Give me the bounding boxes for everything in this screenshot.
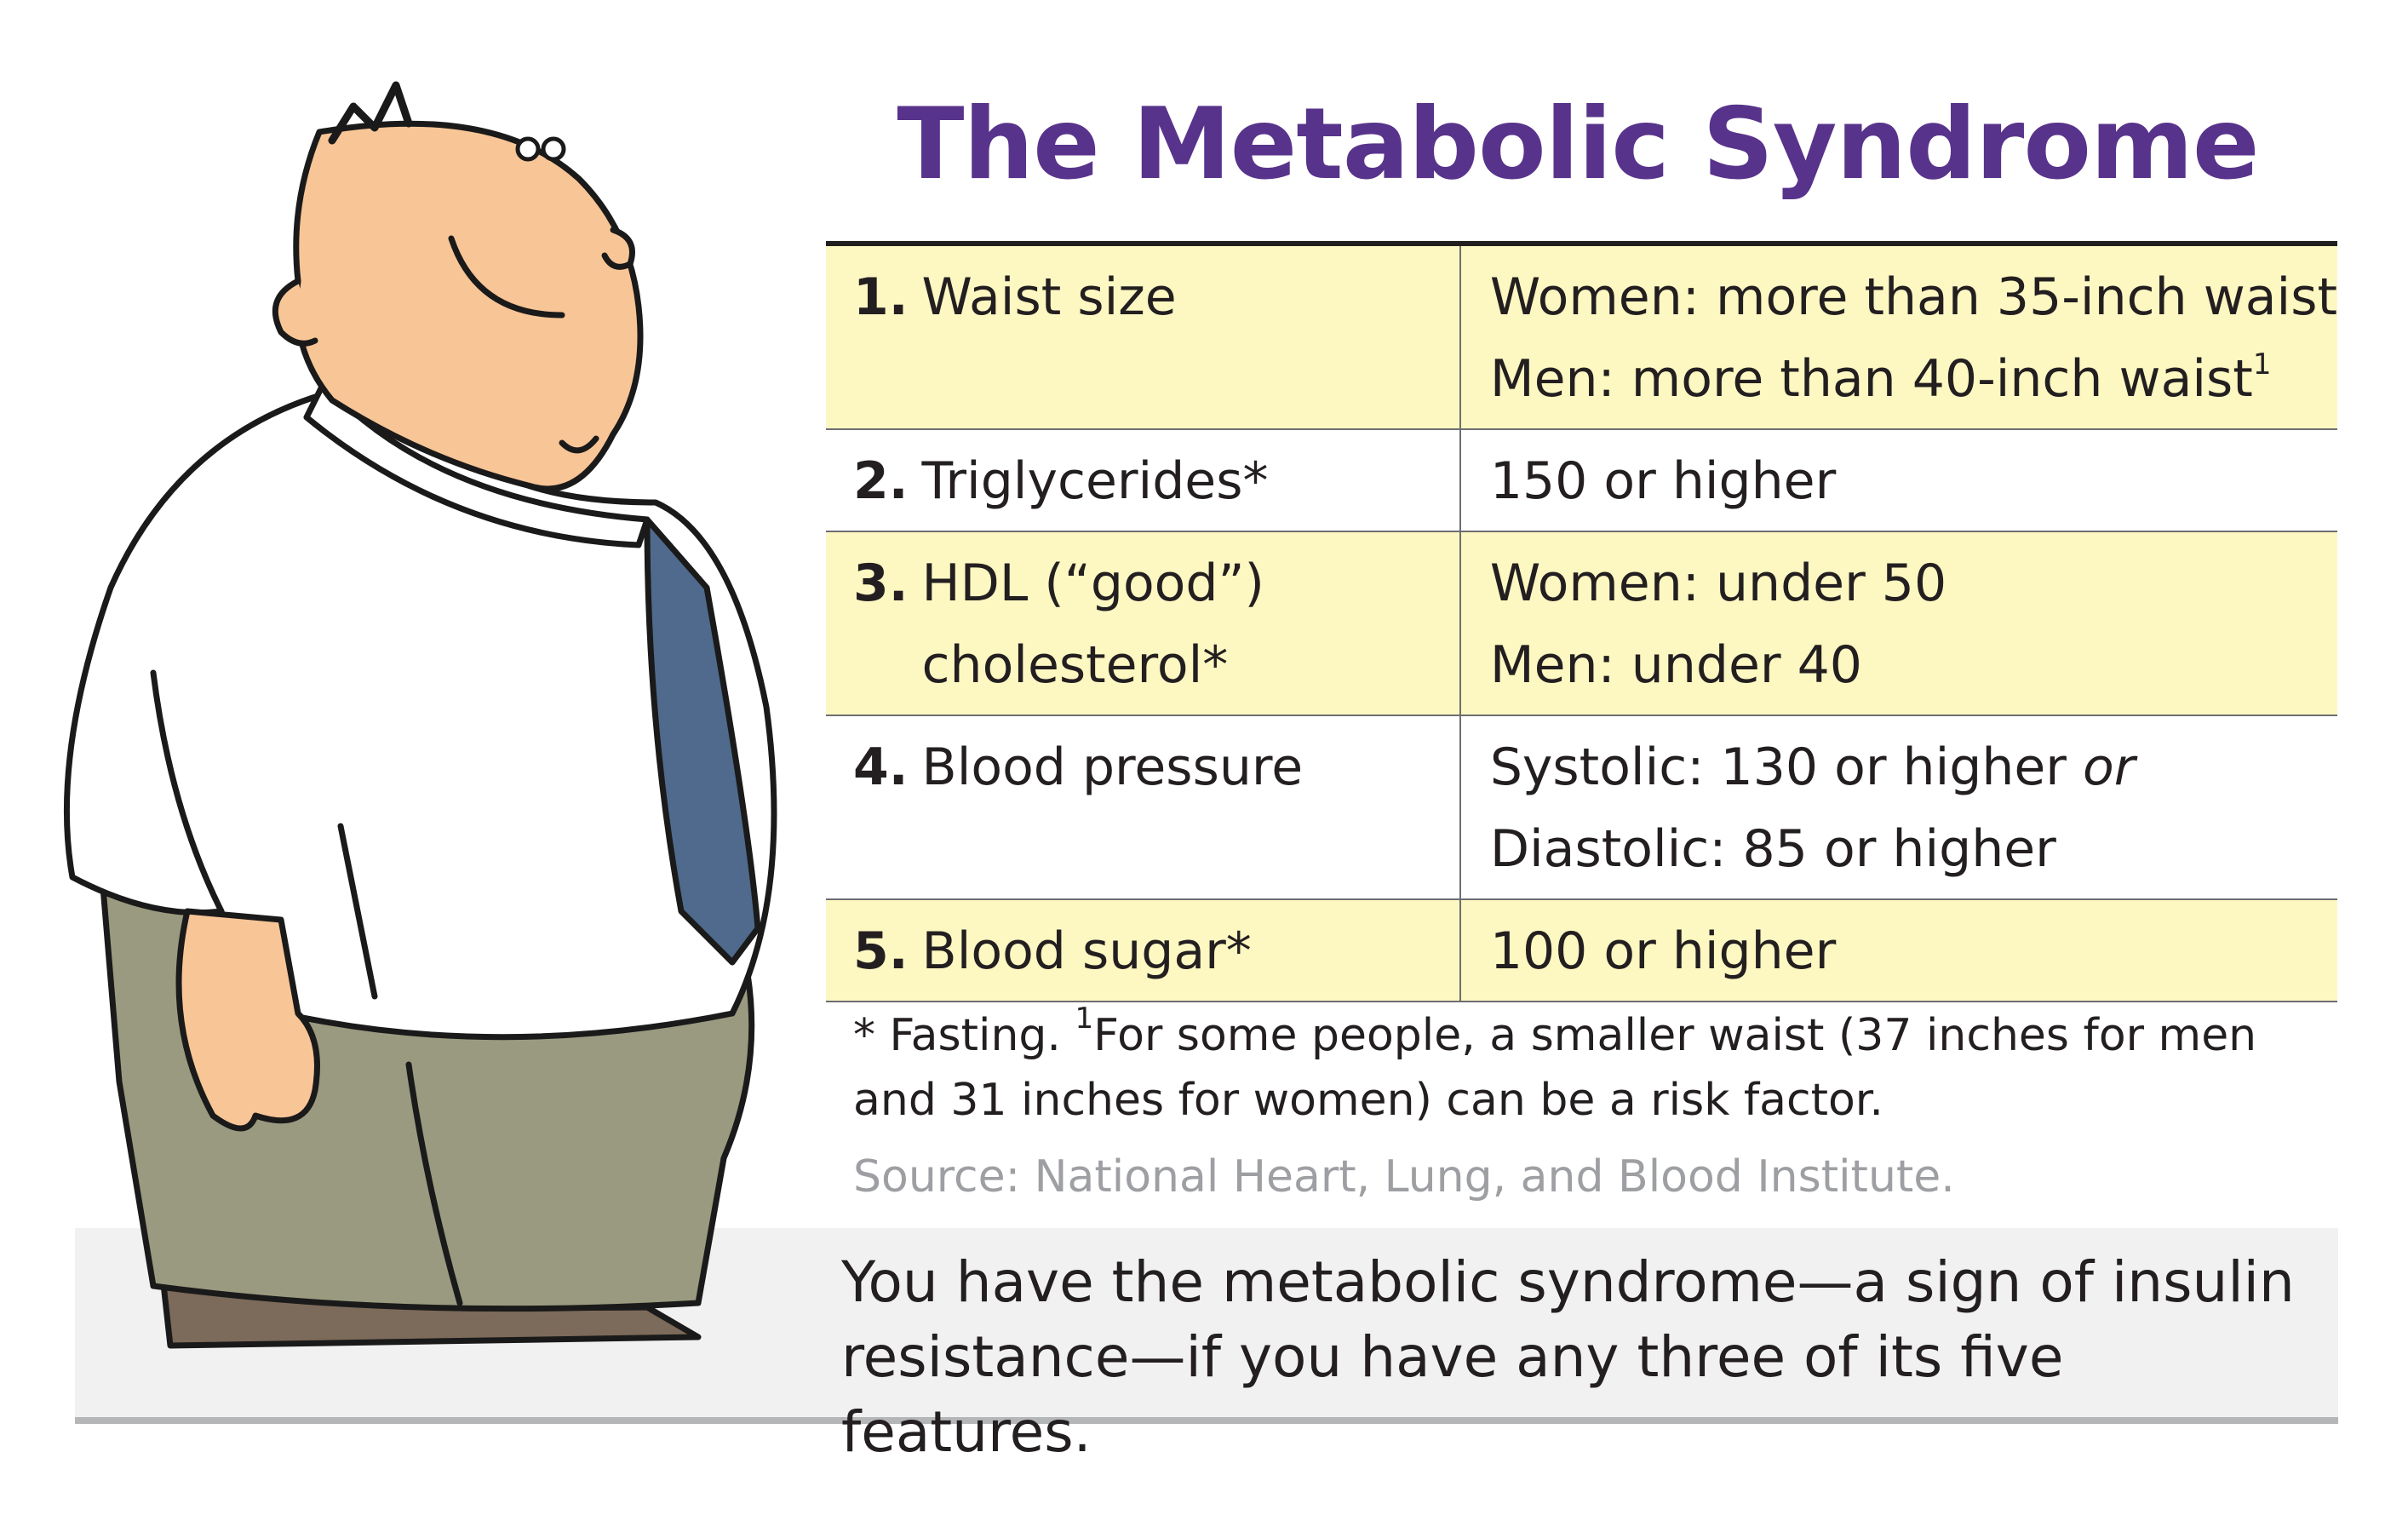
footnote-asterisk: * Fasting. bbox=[853, 1010, 1061, 1061]
feature-label: Blood sugar* bbox=[921, 921, 1252, 981]
criteria-table: 1. Waist size Women: more than 35-inch wa… bbox=[826, 241, 2337, 1002]
or-word: or bbox=[2083, 738, 2136, 797]
value-line: 100 or higher bbox=[1489, 921, 1837, 981]
row-number: 3. bbox=[853, 554, 909, 613]
table-row: 2. Triglycerides* 150 or higher bbox=[826, 429, 2337, 532]
tie-shape bbox=[644, 516, 761, 966]
footnote-text: For some people, a smaller waist (37 inc… bbox=[853, 1010, 2257, 1126]
value-line: Women: under 50 bbox=[1489, 554, 1947, 613]
feature-label: Triglycerides* bbox=[921, 451, 1269, 511]
row-number: 2. bbox=[853, 451, 909, 511]
row-number: 4. bbox=[853, 738, 909, 797]
value-line: Men: under 40 bbox=[1489, 635, 1862, 695]
value-line: Women: more than 35-inch waist bbox=[1489, 267, 2337, 327]
table-row: 4. Blood pressure Systolic: 130 or higher… bbox=[826, 715, 2337, 900]
table-row: 5. Blood sugar* 100 or higher bbox=[826, 899, 2337, 1002]
summary-text: You have the metabolic syndrome—a sign o… bbox=[841, 1249, 2295, 1465]
value-line: Diastolic: 85 or higher bbox=[1489, 819, 2056, 879]
footnote-marker: 1 bbox=[1075, 1002, 1094, 1036]
value-line: Systolic: 130 or higher bbox=[1489, 738, 2067, 797]
shirt-shape bbox=[63, 388, 777, 1041]
feature-label: Waist size bbox=[921, 267, 1177, 327]
feature-label: HDL (“good”) cholesterol* bbox=[921, 554, 1264, 695]
value-line: 150 or higher bbox=[1489, 451, 1837, 511]
row-number: 1. bbox=[853, 267, 909, 327]
cartoon-man-illustration bbox=[63, 81, 777, 1349]
table-row: 3. HDL (“good”) cholesterol* Women: under… bbox=[826, 531, 2337, 716]
row-number: 5. bbox=[853, 921, 909, 981]
footnote: * Fasting. 1For some people, a smaller w… bbox=[853, 1003, 2318, 1133]
value-line: Men: more than 40-inch waist bbox=[1489, 349, 2253, 409]
page-title: The Metabolic Syndrome bbox=[897, 87, 2259, 202]
feature-label: Blood pressure bbox=[921, 738, 1304, 797]
source-line: Source: National Heart, Lung, and Blood … bbox=[853, 1151, 1955, 1202]
footnote-marker: 1 bbox=[2252, 347, 2272, 382]
table-row: 1. Waist size Women: more than 35-inch wa… bbox=[826, 244, 2337, 430]
